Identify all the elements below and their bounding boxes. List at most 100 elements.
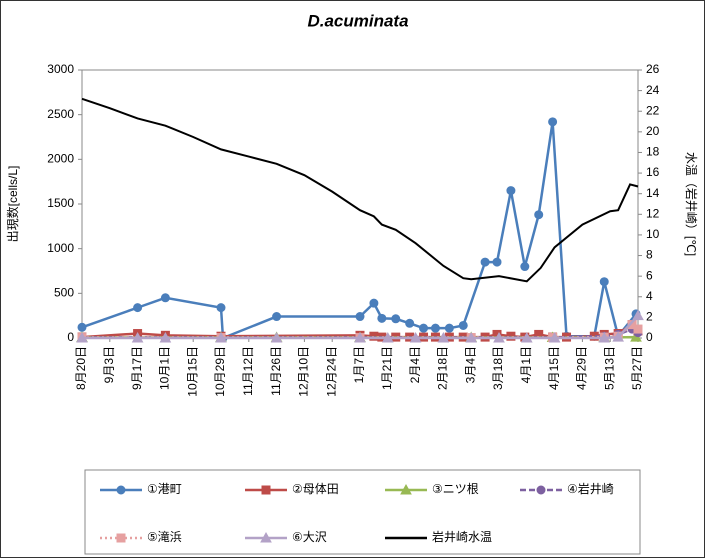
legend-label: ②母体田: [292, 482, 339, 496]
marker: [116, 533, 126, 543]
y-tick-label: 1000: [47, 241, 74, 255]
y2-tick-label: 14: [646, 186, 660, 200]
series-line: [81, 121, 637, 340]
x-tick-label: 8月20日: [74, 346, 88, 390]
x-tick-label: 4月15日: [547, 346, 561, 390]
marker: [160, 293, 170, 303]
x-tick-label: 11月12日: [241, 346, 255, 396]
x-tick-label: 1月7日: [352, 346, 366, 383]
marker: [261, 485, 271, 495]
y2-tick-label: 22: [646, 103, 660, 117]
x-tick-label: 10月1日: [158, 346, 172, 390]
y2-tick-label: 0: [646, 330, 653, 344]
y2-tick-label: 4: [646, 289, 653, 303]
marker: [520, 331, 533, 343]
marker: [534, 210, 544, 220]
x-tick-label: 4月1日: [519, 346, 533, 383]
x-tick-label: 10月15日: [185, 346, 199, 397]
marker: [520, 262, 530, 272]
x-tick-label: 5月27日: [630, 346, 644, 390]
marker: [133, 303, 143, 313]
marker: [272, 312, 282, 322]
legend-label: ③ニツ根: [432, 482, 479, 496]
legend-label: ④岩井崎: [567, 481, 614, 496]
marker: [419, 323, 429, 333]
y2-tick-label: 20: [646, 124, 660, 138]
x-tick-label: 10月29日: [213, 346, 227, 397]
marker: [599, 277, 609, 287]
legend-item: ①港町: [100, 482, 182, 496]
marker: [430, 323, 440, 333]
marker: [391, 314, 401, 324]
x-tick-label: 3月4日: [463, 346, 477, 383]
marker: [381, 331, 394, 343]
marker: [506, 331, 516, 341]
x-tick-label: 11月26日: [269, 346, 283, 396]
y2-tick-label: 8: [646, 248, 653, 262]
y2-tick-label: 6: [646, 268, 653, 282]
marker: [480, 257, 490, 267]
legend-label: ⑤滝浜: [147, 530, 182, 544]
marker: [216, 303, 226, 313]
x-tick-label: 2月18日: [436, 346, 450, 390]
marker: [633, 324, 643, 334]
marker: [77, 322, 87, 332]
marker: [465, 331, 478, 343]
x-tick-label: 3月18日: [491, 346, 505, 390]
x-tick-label: 1月21日: [380, 346, 394, 390]
series-line: [81, 97, 639, 283]
y2-tick-label: 24: [646, 83, 660, 97]
chart-title: D.acuminata: [307, 11, 408, 30]
y-tick-label: 1500: [47, 196, 74, 210]
legend-item: ⑥大沢: [245, 530, 327, 544]
y2-tick-label: 18: [646, 145, 660, 159]
marker: [377, 313, 387, 323]
marker: [598, 331, 611, 343]
marker: [548, 331, 561, 343]
y-axis-label: 出現数[cells/L]: [5, 166, 20, 243]
marker: [355, 312, 365, 322]
marker: [400, 483, 412, 495]
marker: [260, 531, 272, 543]
y-tick-label: 500: [54, 286, 74, 300]
y-tick-label: 0: [67, 330, 74, 344]
marker: [536, 485, 546, 495]
marker: [612, 331, 624, 342]
marker: [131, 331, 144, 343]
marker: [506, 186, 516, 196]
legend-item: ⑤滝浜: [100, 530, 182, 544]
x-tick-label: 9月3日: [102, 346, 116, 383]
x-tick-label: 12月10日: [297, 346, 311, 397]
legend-item: ③ニツ根: [385, 482, 479, 496]
legend-label: ⑥大沢: [292, 530, 327, 544]
legend-label: ①港町: [147, 482, 182, 496]
y-tick-label: 3000: [47, 62, 74, 76]
marker: [116, 485, 126, 495]
y2-tick-label: 10: [646, 227, 660, 241]
y2-tick-label: 2: [646, 310, 653, 324]
marker: [548, 117, 558, 127]
marker: [437, 331, 450, 343]
marker: [270, 331, 283, 343]
legend-item: ②母体田: [245, 482, 339, 496]
x-tick-label: 9月17日: [130, 346, 144, 390]
marker: [76, 331, 88, 343]
x-tick-label: 4月29日: [575, 346, 589, 390]
marker: [444, 323, 454, 333]
marker: [492, 257, 502, 267]
marker: [159, 331, 172, 343]
legend-item: 岩井崎水温: [385, 529, 492, 544]
y-tick-label: 2500: [47, 107, 74, 121]
legend-item: ④岩井崎: [520, 481, 614, 496]
series-line: [82, 314, 639, 340]
y2-tick-label: 26: [646, 62, 660, 76]
x-tick-label: 12月24日: [324, 346, 338, 397]
x-tick-label: 2月4日: [408, 346, 422, 383]
marker: [405, 318, 415, 328]
marker: [632, 309, 644, 321]
y2-tick-label: 16: [646, 165, 660, 179]
x-tick-label: 5月13日: [602, 346, 616, 390]
marker: [458, 320, 468, 330]
